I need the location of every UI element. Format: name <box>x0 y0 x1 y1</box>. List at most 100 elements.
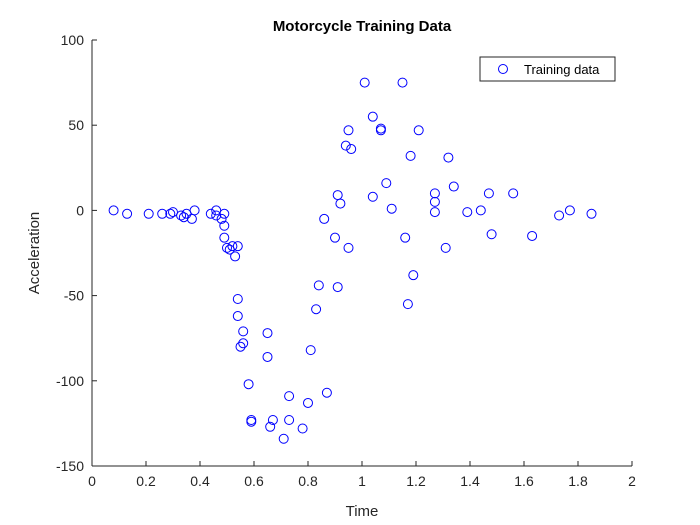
data-point <box>219 232 230 243</box>
data-point <box>186 213 197 224</box>
data-point <box>227 241 238 252</box>
data-point <box>211 210 222 221</box>
data-point <box>486 229 497 240</box>
data-point <box>305 345 316 356</box>
data-point <box>429 196 440 207</box>
data-point <box>429 188 440 199</box>
data-point <box>176 210 187 221</box>
y-tick-label: -50 <box>64 288 84 304</box>
data-point <box>284 414 295 425</box>
data-point <box>483 188 494 199</box>
data-point <box>284 391 295 402</box>
x-tick-label: 1.6 <box>514 473 534 489</box>
x-tick-label: 0.2 <box>136 473 156 489</box>
y-tick-label: 0 <box>76 202 84 218</box>
data-point <box>386 203 397 214</box>
data-point <box>219 208 230 219</box>
data-point <box>405 150 416 161</box>
data-point <box>321 387 332 398</box>
data-points <box>108 77 597 444</box>
x-tick-label: 0.6 <box>244 473 264 489</box>
legend-box <box>479 56 616 82</box>
data-point <box>332 282 343 293</box>
data-point <box>400 232 411 243</box>
data-point <box>475 205 486 216</box>
data-point <box>235 341 246 352</box>
data-point <box>402 299 413 310</box>
data-point <box>346 144 357 155</box>
data-point <box>375 125 386 136</box>
x-tick-label: 0.4 <box>190 473 210 489</box>
y-tick-label: -150 <box>56 458 84 474</box>
x-tick-label: 1.8 <box>568 473 588 489</box>
data-point <box>343 125 354 136</box>
y-tick-label: 50 <box>68 117 84 133</box>
data-point <box>340 140 351 151</box>
data-point <box>330 232 340 243</box>
data-point <box>359 77 370 88</box>
data-point <box>564 205 575 216</box>
data-point <box>443 152 454 163</box>
data-point <box>243 379 254 390</box>
data-point <box>232 241 243 252</box>
data-point <box>429 207 440 218</box>
data-point <box>319 213 330 224</box>
data-point <box>178 212 189 223</box>
data-point <box>219 220 230 231</box>
x-axis-label: Time <box>346 503 379 520</box>
legend-marker <box>498 64 508 74</box>
data-point <box>397 77 408 88</box>
data-point <box>381 178 392 189</box>
x-tick-label: 1 <box>358 473 366 489</box>
data-point <box>267 414 278 425</box>
data-point <box>462 207 473 218</box>
data-point <box>335 198 346 209</box>
data-point <box>303 397 313 408</box>
data-point <box>554 210 565 221</box>
data-point <box>230 251 241 262</box>
data-point <box>367 191 378 202</box>
data-point <box>238 326 249 337</box>
data-point <box>586 208 597 219</box>
data-point <box>332 190 343 201</box>
data-point <box>232 311 243 322</box>
data-point <box>238 338 249 349</box>
y-tick-label: -100 <box>56 373 84 389</box>
x-tick-label: 1.4 <box>460 473 480 489</box>
data-point <box>246 416 257 427</box>
data-point <box>448 181 459 192</box>
x-tick-label: 1.2 <box>406 473 426 489</box>
data-point <box>262 351 273 362</box>
data-point <box>508 188 519 199</box>
y-ticks: -150 -100 -50 0 50 100 <box>56 32 97 474</box>
data-point <box>262 328 273 339</box>
y-axis-label: Acceleration <box>26 212 43 295</box>
data-point <box>222 242 232 253</box>
data-point <box>311 304 322 315</box>
data-point <box>189 205 200 216</box>
data-point <box>122 208 133 219</box>
data-point <box>527 230 538 241</box>
data-point <box>205 208 216 219</box>
data-point <box>157 208 168 219</box>
data-point <box>413 125 424 136</box>
x-tick-label: 0.8 <box>298 473 318 489</box>
legend: Training data <box>479 56 616 82</box>
axes <box>91 40 632 467</box>
data-point <box>232 294 243 305</box>
data-point <box>367 111 378 122</box>
data-point <box>143 208 154 219</box>
data-point <box>297 423 308 434</box>
chart-title: Motorcycle Training Data <box>273 18 452 35</box>
data-point <box>408 270 419 281</box>
data-point <box>165 208 176 219</box>
data-point <box>440 242 451 253</box>
data-point <box>216 213 227 224</box>
y-tick-label: 100 <box>61 32 85 48</box>
data-point <box>278 433 289 444</box>
legend-entry-training-data: Training data <box>524 62 600 77</box>
data-point <box>313 280 324 291</box>
x-tick-label: 2 <box>628 473 636 489</box>
